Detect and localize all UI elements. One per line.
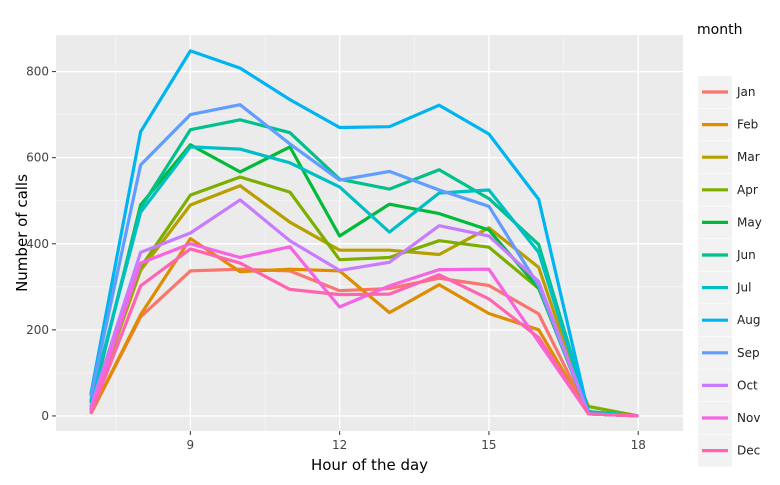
legend-label: Jan: [736, 85, 756, 99]
legend-label: Oct: [737, 378, 758, 392]
tick-labels: 9 12 15 18 0 200 400 600 800: [26, 65, 646, 452]
legend-item-oct: Oct: [698, 369, 758, 402]
legend-label: Nov: [737, 411, 760, 425]
legend-label: May: [737, 215, 762, 229]
legend-item-sep: Sep: [698, 336, 760, 369]
legend-item-jan: Jan: [698, 76, 756, 108]
axis-ticks: [52, 71, 639, 435]
series-line-dec: [89, 247, 639, 418]
y-tick-label: 400: [26, 237, 49, 251]
x-tick-label: 18: [631, 438, 646, 452]
legend-item-mar: Mar: [698, 141, 760, 174]
series-lines: [89, 49, 639, 418]
legend-item-apr: Apr: [698, 173, 758, 206]
legend-label: Aug: [737, 313, 760, 327]
y-tick-label: 200: [26, 323, 49, 337]
x-tick-label: 12: [332, 438, 347, 452]
x-axis-title: Hour of the day: [311, 456, 428, 474]
legend-label: Dec: [737, 444, 760, 458]
series-line-jun: [89, 118, 639, 418]
series-line-feb: [89, 237, 639, 418]
series-line-aug: [89, 49, 639, 418]
legend-item-jun: Jun: [698, 239, 756, 271]
legend-item-nov: Nov: [698, 402, 760, 434]
legend-label: Sep: [737, 346, 760, 360]
legend-label: Jul: [736, 281, 751, 295]
legend-label: Mar: [737, 150, 760, 164]
series-line-jan: [89, 267, 639, 418]
legend-item-jul: Jul: [698, 271, 751, 304]
series-line-oct: [89, 198, 639, 418]
series-line-jul: [89, 145, 639, 418]
legend-item-feb: Feb: [698, 108, 758, 141]
plot-panel: [56, 35, 683, 431]
y-tick-label: 0: [41, 409, 49, 423]
x-tick-label: 15: [481, 438, 496, 452]
major-gridlines: [56, 35, 683, 431]
legend-item-may: May: [698, 206, 762, 239]
legend-label: Apr: [737, 183, 758, 197]
legend-label: Feb: [737, 118, 758, 132]
y-tick-label: 800: [26, 65, 49, 79]
legend-item-aug: Aug: [698, 304, 760, 337]
series-line-mar: [89, 184, 639, 418]
x-tick-label: 9: [187, 438, 195, 452]
legend: Jan Feb Mar Apr May Jun Jul Aug Sep Oct Nov Dec: [698, 76, 762, 467]
legend-title: month: [697, 22, 742, 38]
legend-label: Jun: [736, 248, 756, 262]
y-tick-label: 600: [26, 151, 49, 165]
y-axis-title: Number of calls: [13, 174, 31, 292]
legend-item-dec: Dec: [698, 434, 760, 467]
series-line-nov: [89, 242, 639, 418]
